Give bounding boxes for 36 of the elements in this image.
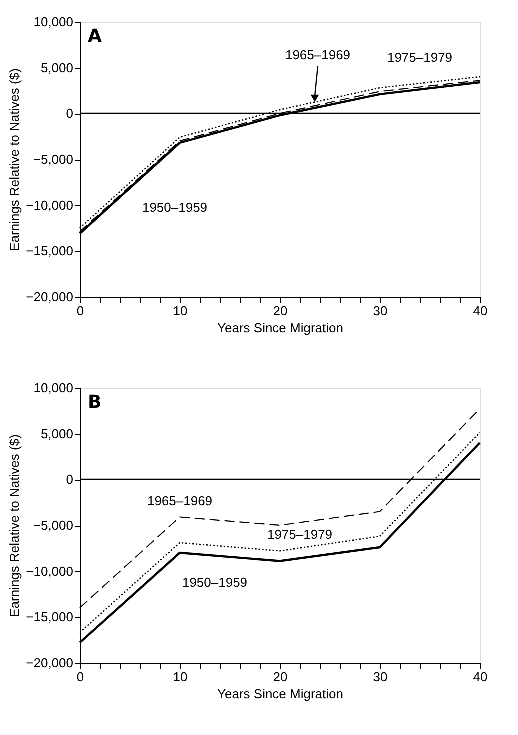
y-axis-title: Earnings Relative to Natives ($) [7,434,22,618]
series-label: 1950–1959 [182,575,248,590]
y-tick-label: −20,000 [26,290,74,304]
x-tick-label: 30 [373,670,388,684]
x-tick-label: 10 [173,304,188,318]
y-tick-label: 0 [66,472,74,488]
y-tick-label: 10,000 [34,14,74,30]
chart-title: B [88,392,102,413]
x-tick-label: 20 [273,304,288,318]
series-label: 1965–1969 [147,493,213,508]
series-label: 1950–1959 [142,200,208,215]
x-axis-title: Years Since Migration [218,320,344,336]
x-tick-label: 0 [76,670,84,684]
y-tick-label: −10,000 [26,564,74,579]
y-tick-label: −10,000 [26,198,74,213]
x-tick-label: 10 [173,670,188,684]
y-tick-label: 10,000 [34,380,74,396]
x-axis-title: Years Since Migration [218,686,344,702]
text: 1965–1969 [285,48,351,63]
chart-title: A [88,26,102,47]
y-tick-label: −15,000 [26,610,74,625]
x-tick-label: 30 [373,304,388,318]
y-tick-label: −15,000 [26,244,74,259]
y-axis-title: Earnings Relative to Natives ($) [7,68,22,252]
series-label: 1975–1979 [267,527,333,542]
y-tick-label: 5,000 [40,426,74,442]
y-tick-label: −5,000 [33,518,74,533]
y-tick-label: −5,000 [33,152,74,167]
y-tick-label: 0 [66,106,74,122]
y-tick-label: 5,000 [40,60,74,76]
series-label: 1975–1979 [387,50,453,65]
x-tick-label: 40 [473,304,488,318]
x-tick-label: 20 [273,670,288,684]
x-tick-label: 40 [473,670,488,684]
y-tick-label: −20,000 [26,656,74,670]
x-tick-label: 0 [76,304,84,318]
